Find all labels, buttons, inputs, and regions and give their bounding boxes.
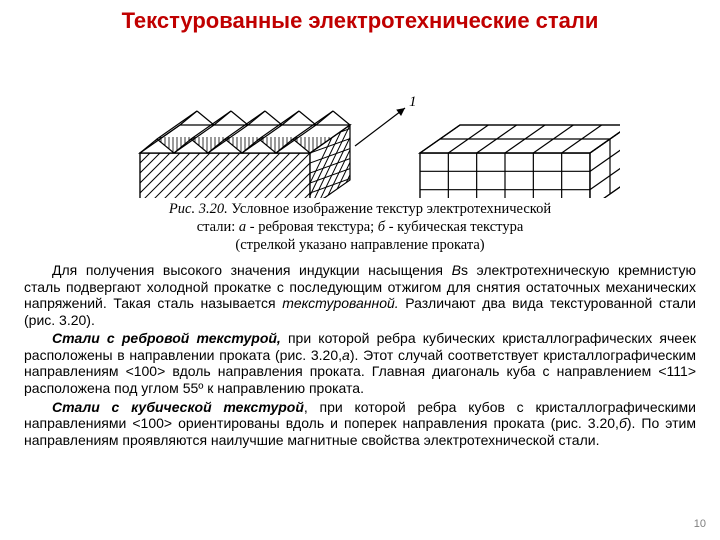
figure-caption: Рис. 3.20. Условное изображение текстур … [84, 200, 636, 254]
figure-svg: аб1 [100, 38, 620, 198]
p1-a: Для получения высокого значения индукции… [52, 262, 452, 278]
p3-em: Стали с кубической текстурой [52, 399, 304, 415]
paragraph-1: Для получения высокого значения индукции… [24, 262, 696, 328]
page-number: 10 [694, 518, 706, 530]
caption-figlabel: Рис. 3.20. [169, 201, 228, 217]
paragraph-3: Стали с кубической текстурой, при которо… [24, 399, 696, 449]
svg-text:1: 1 [409, 94, 417, 110]
figure-area: аб1 [24, 38, 696, 198]
p1-bs-sub: s [461, 262, 468, 278]
paragraph-2: Стали с ребровой текстурой, при которой … [24, 330, 696, 396]
caption-line1-rest: Условное изображение текстур электротехн… [228, 201, 551, 217]
caption-line2-post: - кубическая текстура [385, 219, 523, 235]
p1-Bs: B [452, 262, 461, 278]
p3-i: б [619, 415, 627, 431]
p1-bs-sym: B [452, 262, 461, 278]
slide-title: Текстурованные электротехнические стали [24, 8, 696, 34]
caption-line3: (стрелкой указано направление проката) [235, 237, 484, 253]
body-text: Для получения высокого значения индукции… [24, 262, 696, 448]
p2-em: Стали с ребровой текстурой, [52, 330, 281, 346]
caption-line2-pre: стали: [197, 219, 239, 235]
p1-em: текстурованной. [282, 295, 398, 311]
caption-line2-b: б [378, 219, 385, 235]
p2-i: а [342, 347, 350, 363]
caption-line2-mid: - ребровая текстура; [246, 219, 378, 235]
